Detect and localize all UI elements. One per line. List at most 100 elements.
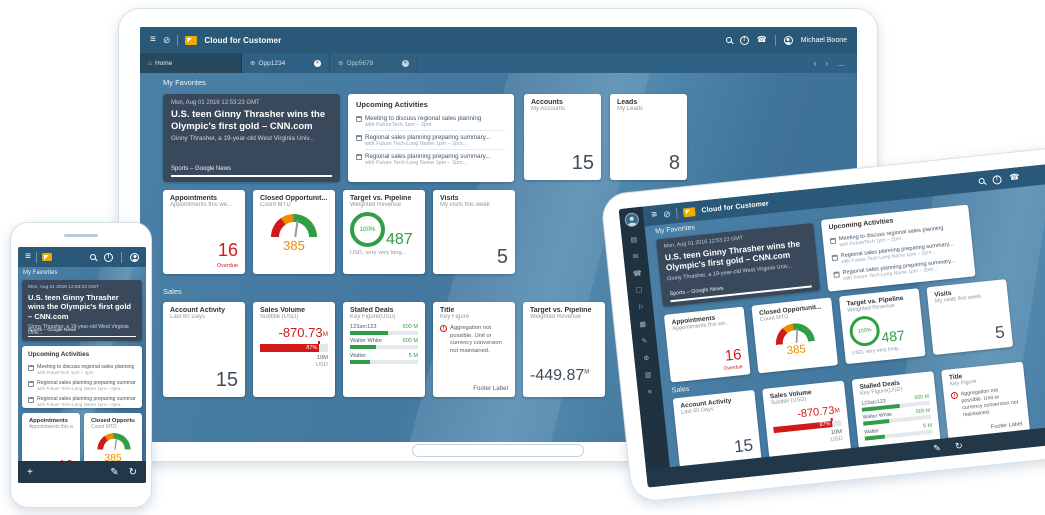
- gauge-chart: [271, 214, 317, 237]
- menu-icon[interactable]: ≡: [150, 34, 156, 45]
- phone-icon[interactable]: ☎: [632, 270, 643, 278]
- visits-count: 5: [496, 246, 508, 268]
- tasks-icon[interactable]: ☐: [635, 287, 643, 295]
- app-title: Cloud for Customer: [701, 199, 770, 214]
- unit-label: USD, very very long...: [350, 250, 407, 256]
- tile-closed-opportunities[interactable]: Closed Opportunit... Count MTD 385: [253, 190, 335, 274]
- donut-chart: 100%: [848, 314, 882, 348]
- mail-icon[interactable]: ✉: [632, 253, 639, 261]
- search-icon[interactable]: [978, 177, 985, 185]
- menu-icon[interactable]: ≡: [25, 251, 31, 262]
- leads-count: 8: [668, 152, 680, 174]
- phone-icon[interactable]: ☎: [1008, 172, 1020, 183]
- calendar-icon: [829, 237, 837, 244]
- user-avatar-icon[interactable]: [783, 35, 793, 45]
- activity-item[interactable]: Regional sales planning preparing summar…: [356, 131, 506, 149]
- scale-label: 10M: [316, 355, 328, 361]
- flag-icon[interactable]: ⚐: [637, 304, 645, 312]
- tile-leads[interactable]: Leads My Leads 8: [610, 94, 687, 180]
- deal-bar: [350, 330, 418, 335]
- search-icon[interactable]: [725, 37, 732, 43]
- tile-news[interactable]: Mon, Aug 01 2016 12:53:23 GMT U.S. teen …: [22, 280, 142, 341]
- edit-icon[interactable]: ✎: [932, 442, 942, 454]
- activity-item[interactable]: Meeting to discuss regional sales planni…: [28, 361, 136, 377]
- tile-stalled-deals[interactable]: Stalled Deals Key Figure(USD) 123arc123 5…: [343, 302, 425, 397]
- launchpad-icon[interactable]: ⊘: [162, 34, 171, 45]
- tab-opp5678[interactable]: ⊕ Opp5678 ×: [330, 53, 418, 73]
- user-avatar[interactable]: [624, 212, 640, 228]
- activity-item[interactable]: Regional sales planning preparing summar…: [28, 377, 136, 393]
- menu-icon[interactable]: ≡: [650, 209, 658, 221]
- tile-visits[interactable]: Visits My visits this week 5: [926, 279, 1014, 356]
- phone: ≡ ! My Favorites Mon, Aug 01 2016 12:53:…: [10, 222, 152, 508]
- refresh-icon[interactable]: ↻: [954, 439, 964, 451]
- app-title: Cloud for Customer: [204, 35, 282, 45]
- tile-upcoming-activities[interactable]: Upcoming Activities Meeting to discuss r…: [820, 204, 976, 292]
- tile-target-vs-pipeline-revenue[interactable]: Target vs. Pipeline Weighted Revenue -44…: [523, 302, 605, 397]
- tab-home[interactable]: ⌂ Home: [140, 53, 242, 73]
- tab-bar: ⌂ Home ⊕ Opp1234 × ⊕ Opp5678 × ‹ › …: [140, 53, 857, 73]
- launchpad-icon[interactable]: ⊘: [662, 208, 672, 219]
- nav-forward-icon[interactable]: ›: [825, 58, 828, 68]
- news-summary: Ginny Thrasher, a 19-year-old West Virgi…: [171, 135, 315, 143]
- activity-item[interactable]: Regional sales planning preparing summar…: [356, 150, 506, 168]
- tile-news[interactable]: Mon, Aug 01 2016 12:53:23 GMT U.S. teen …: [163, 94, 340, 182]
- tab-opp1234[interactable]: ⊕ Opp1234 ×: [242, 53, 330, 73]
- add-circle-icon[interactable]: ⊕: [643, 354, 650, 363]
- analytics-icon[interactable]: ▦: [639, 320, 647, 329]
- edit-icon[interactable]: ✎: [110, 466, 119, 478]
- tile-appointments[interactable]: Appointments Appointments this we... 16 …: [663, 306, 751, 383]
- tile-account-activity[interactable]: Account Activity Last 60 Days 15: [672, 389, 762, 469]
- news-headline: U.S. teen Ginny Thrasher wins the Olympi…: [171, 109, 326, 132]
- tile-title-key-figure[interactable]: Title Key Figure ! Aggregation not possi…: [433, 302, 515, 397]
- activity-item[interactable]: Meeting to discuss regional sales planni…: [356, 112, 506, 130]
- calendar-icon: [356, 153, 362, 160]
- status-badge: Overdue: [216, 263, 238, 269]
- tab-label: Opp5678: [346, 59, 374, 67]
- search-icon[interactable]: [90, 254, 96, 260]
- tile-accounts[interactable]: Accounts My Accounts 15: [524, 94, 601, 180]
- notes-icon[interactable]: ✎: [641, 337, 648, 346]
- grid-icon[interactable]: ▥: [644, 371, 652, 380]
- activity-item[interactable]: Regional sales planning preparing summar…: [28, 393, 136, 408]
- tile-target-vs-pipeline[interactable]: Target vs. Pipeline Weighted Revenue 100…: [838, 288, 926, 365]
- tile-news[interactable]: Mon, Aug 01 2016 12:53:23 GMT U.S. teen …: [655, 222, 821, 308]
- add-icon[interactable]: +: [27, 466, 33, 478]
- tile-sales-volume[interactable]: Sales Volume Subtitle (USD) -870.73M 87%…: [253, 302, 335, 397]
- close-icon[interactable]: ×: [402, 59, 409, 67]
- tile-account-activity[interactable]: Account Activity Last 60 Days 15: [163, 302, 245, 397]
- overflow-icon[interactable]: …: [837, 58, 845, 68]
- tile-sales-volume[interactable]: Sales Volume Subtitle (USD) -870.73M 87%…: [762, 380, 852, 459]
- calendar-icon: [28, 364, 34, 371]
- calendar-icon: [28, 396, 34, 403]
- user-avatar-icon[interactable]: [130, 252, 139, 262]
- progress-bar: 87%: [260, 344, 328, 352]
- refresh-icon[interactable]: ↻: [128, 466, 137, 478]
- footer-label: Footer Label: [473, 385, 508, 392]
- calendar-icon[interactable]: ▤: [630, 236, 638, 245]
- footer-toolbar: + ✎ ↻: [18, 461, 146, 483]
- calendar-icon: [28, 380, 34, 387]
- tile-appointments[interactable]: Appointments Appointments this we... 16 …: [163, 190, 245, 274]
- section-favorites: My Favorites: [23, 270, 58, 276]
- tile-target-vs-pipeline[interactable]: Target vs. Pipeline Weighted Revenue 100…: [343, 190, 425, 274]
- close-icon[interactable]: ×: [314, 59, 321, 67]
- gauge-needle: [294, 220, 299, 237]
- list-icon[interactable]: ≡: [647, 388, 653, 397]
- nav-back-icon[interactable]: ‹: [813, 58, 817, 68]
- tile-upcoming-activities[interactable]: Upcoming Activities Meeting to discuss r…: [348, 94, 514, 182]
- tile-stalled-deals[interactable]: Stalled Deals Key Figure(USD) 123arc123 5…: [851, 371, 941, 450]
- tile-upcoming-activities[interactable]: Upcoming Activities Meeting to discuss r…: [22, 346, 142, 408]
- tile-visits[interactable]: Visits My visits this week 5: [433, 190, 515, 274]
- dashboard: My Favorites Mon, Aug 01 2016 12:53:23 G…: [18, 267, 146, 483]
- user-name[interactable]: Michael Boone: [800, 36, 847, 44]
- tile-closed-opportunities[interactable]: Closed Opportunit... Count MTD 385: [751, 297, 839, 374]
- notifications-icon[interactable]: !: [104, 252, 113, 262]
- notifications-icon[interactable]: !: [992, 174, 1003, 185]
- notifications-icon[interactable]: !: [739, 35, 749, 45]
- tile-title-key-figure[interactable]: Title Key Figure ! Aggregation not possi…: [941, 361, 1031, 440]
- news-date: Mon, Aug 01 2016 12:53:23 GMT: [171, 100, 260, 106]
- phone-icon[interactable]: ☎: [756, 35, 767, 44]
- sap-logo: [185, 35, 198, 45]
